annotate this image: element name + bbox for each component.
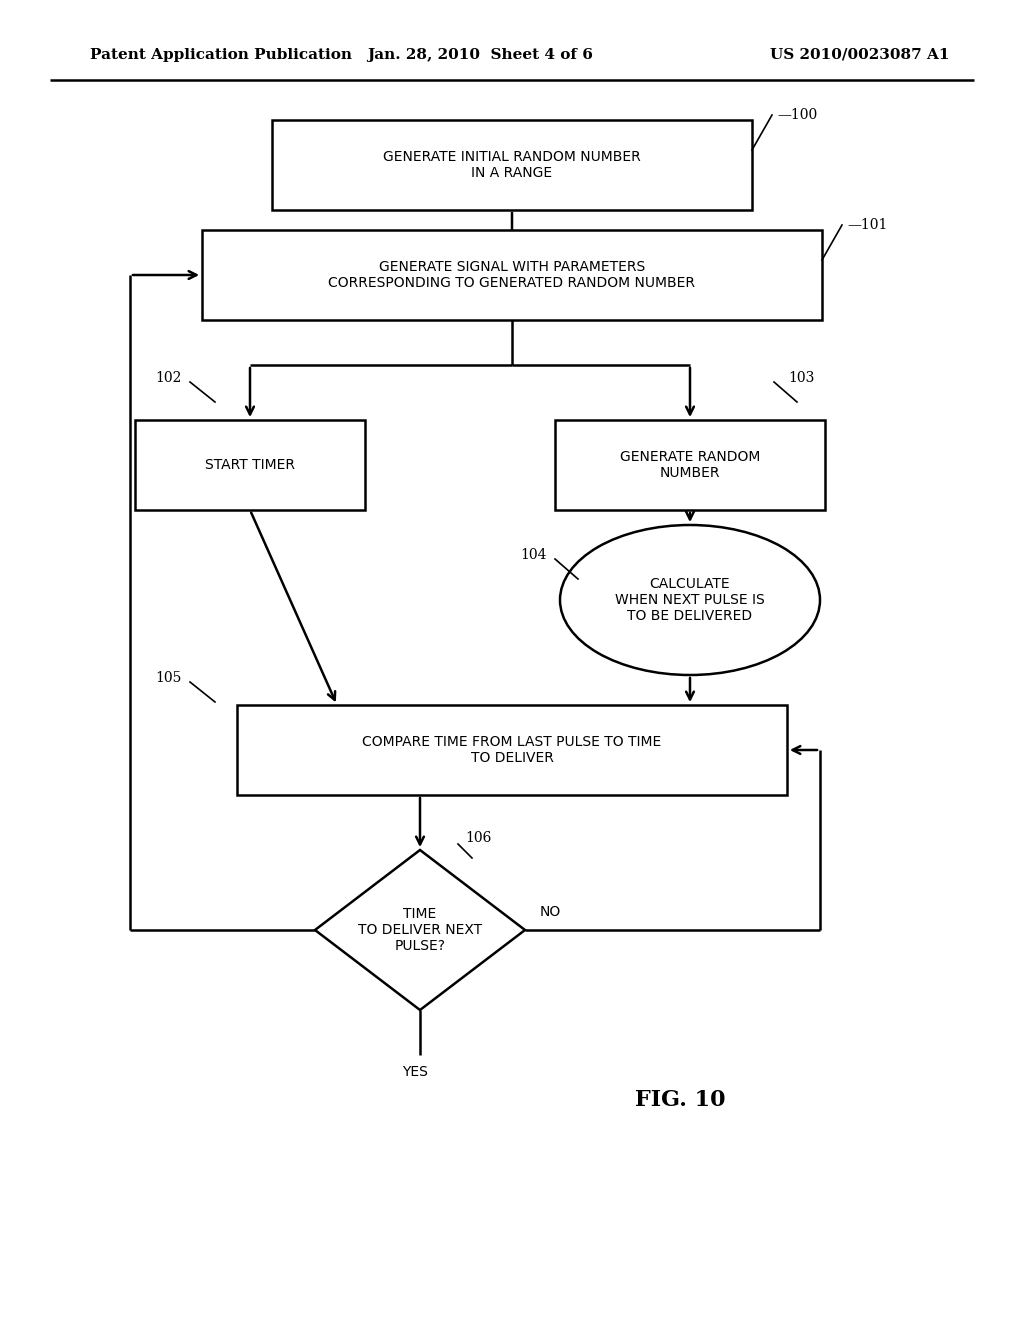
Text: Patent Application Publication: Patent Application Publication xyxy=(90,48,352,62)
Text: GENERATE RANDOM
NUMBER: GENERATE RANDOM NUMBER xyxy=(620,450,760,480)
Text: COMPARE TIME FROM LAST PULSE TO TIME
TO DELIVER: COMPARE TIME FROM LAST PULSE TO TIME TO … xyxy=(362,735,662,766)
Text: —101: —101 xyxy=(847,218,888,232)
Bar xyxy=(555,420,825,510)
Text: 105: 105 xyxy=(155,671,181,685)
Text: GENERATE INITIAL RANDOM NUMBER
IN A RANGE: GENERATE INITIAL RANDOM NUMBER IN A RANG… xyxy=(383,150,641,180)
Bar xyxy=(237,705,787,795)
Text: Jan. 28, 2010  Sheet 4 of 6: Jan. 28, 2010 Sheet 4 of 6 xyxy=(367,48,593,62)
Text: START TIMER: START TIMER xyxy=(205,458,295,473)
Text: 102: 102 xyxy=(155,371,181,385)
Ellipse shape xyxy=(560,525,820,675)
Polygon shape xyxy=(315,850,525,1010)
Bar xyxy=(272,120,752,210)
Text: 104: 104 xyxy=(520,548,547,562)
Text: FIG. 10: FIG. 10 xyxy=(635,1089,725,1111)
Text: NO: NO xyxy=(540,906,561,919)
Text: YES: YES xyxy=(402,1065,428,1078)
Text: —100: —100 xyxy=(777,108,817,121)
Text: TIME
TO DELIVER NEXT
PULSE?: TIME TO DELIVER NEXT PULSE? xyxy=(358,907,482,953)
Text: CALCULATE
WHEN NEXT PULSE IS
TO BE DELIVERED: CALCULATE WHEN NEXT PULSE IS TO BE DELIV… xyxy=(615,577,765,623)
Text: US 2010/0023087 A1: US 2010/0023087 A1 xyxy=(770,48,950,62)
Text: 103: 103 xyxy=(788,371,814,385)
Text: GENERATE SIGNAL WITH PARAMETERS
CORRESPONDING TO GENERATED RANDOM NUMBER: GENERATE SIGNAL WITH PARAMETERS CORRESPO… xyxy=(329,260,695,290)
Bar xyxy=(135,420,365,510)
Bar xyxy=(202,230,822,319)
Text: 106: 106 xyxy=(465,832,492,845)
